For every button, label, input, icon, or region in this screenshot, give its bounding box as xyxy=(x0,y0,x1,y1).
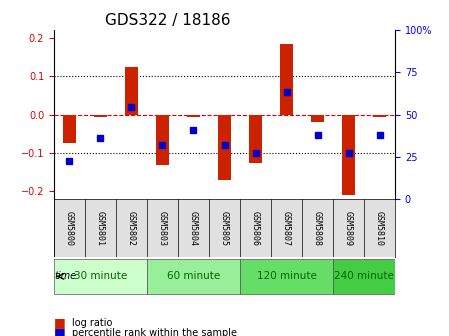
Bar xyxy=(187,115,200,117)
Bar xyxy=(156,115,169,165)
Bar xyxy=(63,115,75,143)
Text: GSM5802: GSM5802 xyxy=(127,211,136,246)
Text: GSM5810: GSM5810 xyxy=(375,211,384,246)
Text: percentile rank within the sample: percentile rank within the sample xyxy=(72,328,237,336)
Text: time: time xyxy=(54,271,77,281)
Text: 120 minute: 120 minute xyxy=(257,271,317,281)
Text: GSM5809: GSM5809 xyxy=(344,211,353,246)
Bar xyxy=(94,115,106,117)
Text: 60 minute: 60 minute xyxy=(167,271,220,281)
FancyBboxPatch shape xyxy=(54,259,147,294)
Text: log ratio: log ratio xyxy=(72,318,112,328)
Text: GSM5808: GSM5808 xyxy=(313,211,322,246)
Text: GDS322 / 18186: GDS322 / 18186 xyxy=(105,13,231,28)
FancyBboxPatch shape xyxy=(147,259,240,294)
Text: GSM5801: GSM5801 xyxy=(96,211,105,246)
FancyBboxPatch shape xyxy=(333,259,395,294)
Bar xyxy=(280,44,293,115)
Text: GSM5800: GSM5800 xyxy=(65,211,74,246)
Bar xyxy=(218,115,231,180)
Bar xyxy=(125,67,138,115)
Text: GSM5803: GSM5803 xyxy=(158,211,167,246)
Bar xyxy=(374,115,386,117)
Bar xyxy=(343,115,355,195)
FancyBboxPatch shape xyxy=(240,259,333,294)
Bar xyxy=(311,115,324,122)
Text: GSM5804: GSM5804 xyxy=(189,211,198,246)
Bar xyxy=(249,115,262,163)
Text: ■: ■ xyxy=(54,326,66,336)
Text: GSM5807: GSM5807 xyxy=(282,211,291,246)
Text: GSM5805: GSM5805 xyxy=(220,211,229,246)
Text: GSM5806: GSM5806 xyxy=(251,211,260,246)
Text: 240 minute: 240 minute xyxy=(334,271,394,281)
Text: 30 minute: 30 minute xyxy=(74,271,127,281)
Text: ■: ■ xyxy=(54,316,66,329)
